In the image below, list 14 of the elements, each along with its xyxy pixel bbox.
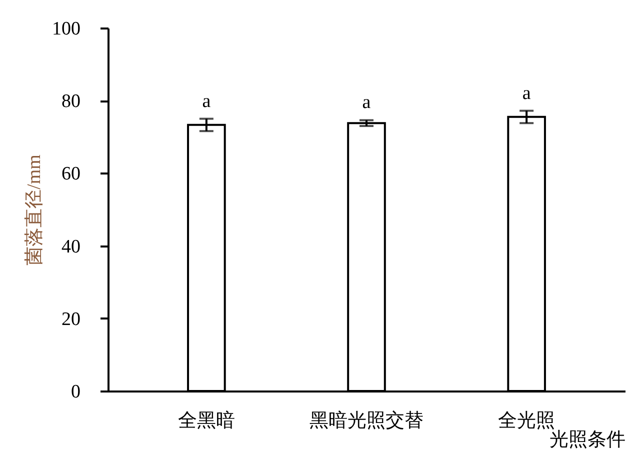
y-tick-label: 80 — [62, 91, 80, 112]
x-tick-label: 全光照 — [498, 410, 556, 432]
x-axis-title: 光照条件 — [550, 430, 626, 450]
y-tick-label: 40 — [62, 236, 80, 258]
y-tick-label: 60 — [62, 164, 80, 185]
x-tick-label: 黑暗光照交替 — [310, 410, 424, 432]
annotation: a — [522, 82, 532, 104]
annotation: a — [362, 92, 372, 114]
y-tick-label: 100 — [52, 18, 80, 40]
x-tick-label: 全黑暗 — [178, 410, 235, 432]
y-tick-label: 20 — [62, 308, 80, 330]
y-axis-title: 菌落直径/mm — [24, 154, 45, 266]
annotation: a — [202, 90, 212, 112]
y-tick-label: 0 — [71, 382, 80, 402]
